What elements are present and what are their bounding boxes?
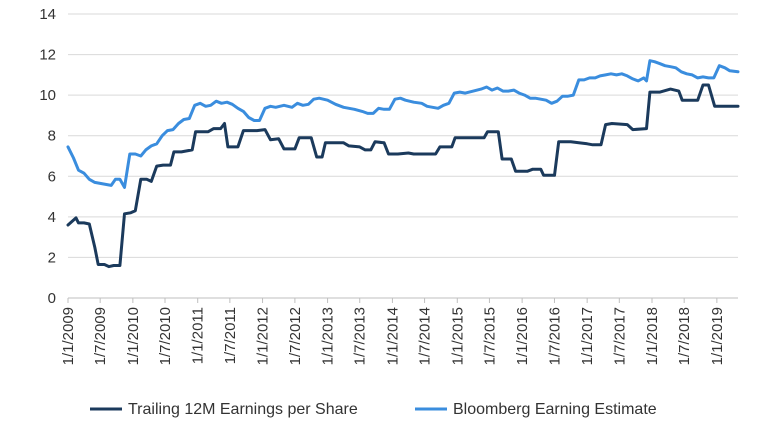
- y-tick-label: 4: [48, 209, 56, 226]
- x-tick-label: 1/7/2016: [546, 307, 563, 365]
- x-tick-label: 1/7/2009: [92, 307, 109, 365]
- y-tick-label: 8: [48, 128, 56, 145]
- x-tick-label: 1/1/2009: [60, 307, 77, 365]
- x-tick-label: 1/1/2012: [255, 307, 272, 365]
- x-tick-label: 1/1/2011: [190, 307, 207, 364]
- legend-label-0: Trailing 12M Earnings per Share: [128, 401, 358, 418]
- y-tick-label: 2: [48, 249, 56, 266]
- x-tick-label: 1/7/2011: [222, 307, 239, 364]
- x-tick-label: 1/1/2014: [384, 307, 401, 365]
- series-line-1: [66, 59, 740, 189]
- x-tick-label: 1/7/2018: [676, 307, 693, 365]
- x-tick-label: 1/7/2017: [611, 307, 628, 365]
- axes: 0 2 4 6 8 10 12 14 1/1/2009 1/7/2009 1/1/2010 1/7/2…: [39, 6, 738, 365]
- x-tick-label: 1/1/2018: [644, 307, 661, 365]
- legend: Trailing 12M Earnings per Share Bloomberg…: [90, 401, 657, 418]
- y-tick-label: 0: [48, 290, 56, 307]
- x-tick-label: 1/7/2014: [417, 307, 434, 365]
- series-lines: [66, 59, 740, 269]
- x-tick-label: 1/7/2015: [481, 307, 498, 365]
- legend-label-1: Bloomberg Earning Estimate: [453, 401, 657, 418]
- x-tick-label: 1/1/2016: [514, 307, 531, 365]
- x-tick-label: 1/7/2012: [287, 307, 304, 365]
- gridlines: [68, 13, 738, 258]
- x-tick-label: 1/1/2010: [125, 307, 142, 365]
- x-tick-label: 1/1/2017: [579, 307, 596, 365]
- x-tick-label: 1/1/2013: [320, 307, 337, 365]
- y-tick-label: 10: [39, 87, 56, 104]
- x-tick-label: 1/7/2010: [157, 307, 174, 365]
- y-tick-label: 6: [48, 168, 56, 185]
- x-tick-label: 1/1/2015: [449, 307, 466, 365]
- series-line-0: [66, 83, 740, 269]
- x-tick-label: 1/7/2013: [352, 307, 369, 365]
- x-tick-label: 1/1/2019: [709, 307, 726, 365]
- y-tick-label: 12: [39, 47, 56, 64]
- y-tick-label: 14: [39, 6, 56, 23]
